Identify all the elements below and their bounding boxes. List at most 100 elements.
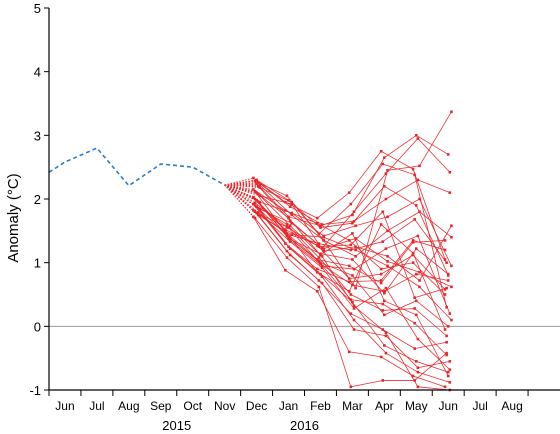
forecast-point [349,202,353,206]
forecast-point [383,344,386,347]
forecast-point [383,299,386,303]
forecast-point [416,137,420,140]
forecast-point [351,213,354,217]
forecast-point [290,233,294,236]
forecast-point [290,221,294,225]
forecast-point [450,235,453,239]
forecast-point [354,237,357,240]
forecast-point [352,328,356,331]
forecast-point [253,201,257,205]
forecast-point [413,321,416,325]
forecast-point [352,219,356,223]
forecast-point [383,156,386,159]
forecast-point [347,290,351,293]
x-tick-label: Mar [342,399,363,413]
forecast-point [379,149,383,153]
forecast-point [255,178,258,182]
forecast-point [384,197,388,201]
forecast-connector [224,184,260,197]
forecast-point [381,309,385,312]
x-tick-label: Aug [118,399,139,413]
forecast-point [418,164,421,168]
forecast-point [347,191,351,194]
forecast-member [224,184,453,322]
forecast-connector [224,183,257,186]
forecast-member [224,178,452,226]
forecast-point [258,186,262,189]
forecast-point [416,366,420,370]
forecast-point [349,385,353,389]
forecast-point [317,245,321,249]
forecast-point [446,274,450,277]
forecast-connector [224,184,254,199]
forecast-point [255,191,258,194]
forecast-point [448,368,452,371]
year-label: 2016 [290,418,319,433]
forecast-point [384,286,388,290]
forecast-point [288,247,292,250]
forecast-point [443,293,447,296]
forecast-point [381,240,385,243]
forecast-point [255,198,258,202]
forecast-point [285,232,289,236]
forecast-point [445,340,448,344]
forecast-point [450,110,453,114]
forecast-point [448,312,452,315]
forecast-point [445,353,448,357]
forecast-point [443,288,447,291]
forecast-point [256,181,260,184]
forecast-member [224,162,448,309]
x-tick-label: Dec [246,399,267,413]
forecast-point [287,216,290,220]
forecast-point [252,202,255,206]
forecast-connector [224,184,260,188]
forecast-point [416,385,420,389]
forecast-point [320,255,324,258]
forecast-point [386,229,389,233]
forecast-point [252,176,255,180]
forecast-point [446,325,450,328]
forecast-point [413,379,416,382]
forecast-point [416,370,420,374]
forecast-point [290,211,294,215]
forecast-point [285,194,289,198]
forecast-line [257,214,450,369]
forecast-point [315,270,319,274]
forecast-point [411,167,415,171]
forecast-point [414,247,418,250]
year-label: 2015 [162,418,191,433]
forecast-point [413,296,416,299]
forecast-point [252,188,255,191]
forecast-member [224,184,453,282]
forecast-point [315,216,319,220]
forecast-member [224,178,450,277]
forecast-point [256,211,260,214]
forecast-point [322,235,325,239]
forecast-point [383,290,386,293]
forecast-point [414,272,418,276]
forecast-point [290,213,294,217]
forecast-point [418,270,421,274]
forecast-point [351,300,354,304]
forecast-point [414,299,418,303]
forecast-member [224,183,453,258]
forecast-point [411,251,415,255]
x-tick-label: May [405,399,428,413]
forecast-point [258,214,262,218]
plot-area [48,110,560,392]
forecast-point [288,219,292,222]
forecast-point [413,173,416,177]
forecast-point [384,331,388,334]
forecast-point [450,318,453,322]
forecast-point [347,277,351,280]
forecast-member [224,184,448,299]
forecast-point [379,223,383,226]
forecast-point [383,291,386,295]
forecast-point [411,239,415,242]
forecast-point [322,247,325,250]
y-tick-label: -1 [29,383,41,398]
forecast-point [288,253,292,257]
forecast-connector [224,184,254,190]
forecast-point [418,197,421,201]
